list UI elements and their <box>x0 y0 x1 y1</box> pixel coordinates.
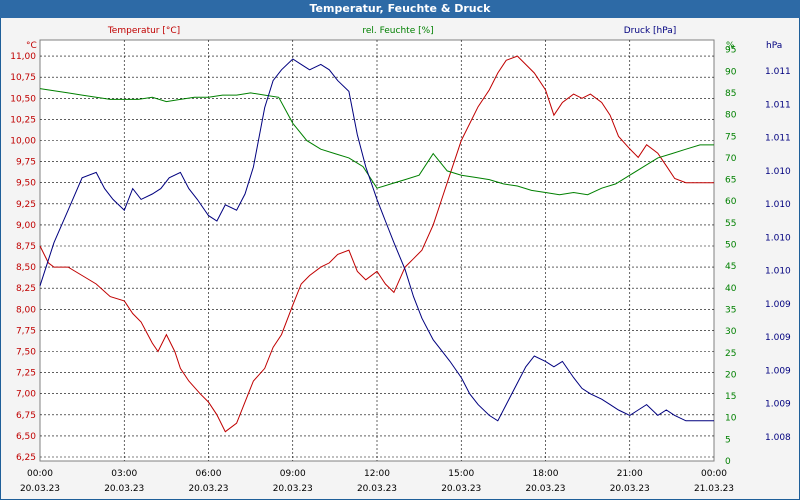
time-tick-label: 18:00 <box>533 469 559 479</box>
temperature-line <box>39 55 714 433</box>
humidity-tick-label: 95 <box>725 46 736 56</box>
pressure-tick-label: 1.010 <box>765 267 791 277</box>
humidity-tick-label: 30 <box>725 327 737 337</box>
time-tick-label: 21:00 <box>617 469 643 479</box>
pressure-axis-ticks: 1.008 1.009 1.009 1.009 1.009 1.010 1.010 1.010… <box>765 67 791 443</box>
legend-temperature: Temperatur [°C] <box>107 26 180 36</box>
date-tick-label: 21.03.23 <box>694 484 734 494</box>
humidity-tick-label: 80 <box>725 111 737 121</box>
time-tick-label: 06:00 <box>196 469 222 479</box>
humidity-tick-label: 70 <box>725 154 737 164</box>
pressure-line <box>39 58 714 422</box>
date-tick-label: 20.03.23 <box>20 484 60 494</box>
temperature-tick-label: 10,50 <box>10 94 36 104</box>
date-tick-label: 20.03.23 <box>273 484 313 494</box>
humidity-tick-label: 50 <box>725 241 737 251</box>
temperature-tick-label: 8,25 <box>16 284 36 294</box>
pressure-tick-label: 1.010 <box>765 167 791 177</box>
date-tick-label: 20.03.23 <box>525 484 565 494</box>
temperature-tick-label: 8,50 <box>16 263 36 273</box>
pressure-tick-label: 1.009 <box>765 333 791 343</box>
pressure-tick-label: 1.011 <box>765 67 791 77</box>
pressure-tick-label: 1.011 <box>765 134 791 144</box>
pressure-tick-label: 1.010 <box>765 233 791 243</box>
humidity-tick-label: 0 <box>725 457 731 467</box>
humidity-tick-label: 90 <box>725 67 737 77</box>
time-axis-ticks: 00:00 20.03.23 03:00 20.03.23 06:00 20.03.23 0… <box>20 469 734 494</box>
date-tick-label: 20.03.23 <box>610 484 650 494</box>
humidity-axis-ticks: 0 5 10 15 20 25 30 35 40 45 50 55 60 65 70 75 80 85 90 95 <box>725 46 737 467</box>
humidity-tick-label: 85 <box>725 89 736 99</box>
humidity-tick-label: 5 <box>725 435 731 445</box>
plot-area <box>39 39 715 462</box>
temperature-tick-label: 11,00 <box>10 52 36 62</box>
temperature-tick-label: 9,75 <box>16 158 36 168</box>
temperature-axis-unit: °C <box>26 41 37 51</box>
humidity-tick-label: 40 <box>725 284 737 294</box>
temperature-tick-label: 9,25 <box>16 200 36 210</box>
temperature-tick-label: 10,25 <box>10 115 36 125</box>
temperature-tick-label: 7,50 <box>16 348 36 358</box>
pressure-tick-label: 1.009 <box>765 300 791 310</box>
pressure-tick-label: 1.009 <box>765 400 791 410</box>
pressure-axis-unit: hPa <box>766 41 782 51</box>
humidity-axis-unit: % <box>726 41 735 51</box>
pressure-tick-label: 1.009 <box>765 366 791 376</box>
pressure-tick-label: 1.010 <box>765 200 791 210</box>
date-tick-label: 20.03.23 <box>357 484 397 494</box>
date-tick-label: 20.03.23 <box>188 484 228 494</box>
temperature-tick-label: 9,00 <box>16 221 36 231</box>
temperature-tick-label: 7,00 <box>16 390 36 400</box>
humidity-tick-label: 65 <box>725 176 736 186</box>
date-tick-label: 20.03.23 <box>104 484 144 494</box>
temperature-tick-label: 8,75 <box>16 242 36 252</box>
time-tick-label: 00:00 <box>701 469 727 479</box>
time-tick-label: 00:00 <box>27 469 53 479</box>
grid <box>40 40 714 461</box>
humidity-tick-label: 60 <box>725 197 737 207</box>
temperature-axis-ticks: 6,25 6,50 6,75 7,00 7,25 7,50 7,75 8,00 8,25 8,50… <box>10 52 36 463</box>
humidity-tick-label: 25 <box>725 349 736 359</box>
window-title: Temperatur, Feuchte & Druck <box>0 0 800 18</box>
legend-pressure: Druck [hPa] <box>624 26 677 36</box>
temperature-tick-label: 10,75 <box>10 73 36 83</box>
time-tick-label: 12:00 <box>364 469 390 479</box>
temperature-tick-label: 6,25 <box>16 453 36 463</box>
humidity-tick-label: 10 <box>725 414 737 424</box>
temperature-tick-label: 10,00 <box>10 137 36 147</box>
humidity-tick-label: 55 <box>725 219 736 229</box>
pressure-tick-label: 1.011 <box>765 100 791 110</box>
legend-humidity: rel. Feuchte [%] <box>362 26 433 36</box>
series-lines <box>39 55 714 433</box>
temperature-tick-label: 6,50 <box>16 432 36 442</box>
pressure-tick-label: 1.008 <box>765 433 791 443</box>
humidity-line <box>39 88 714 196</box>
temperature-tick-label: 8,00 <box>16 305 36 315</box>
humidity-tick-label: 35 <box>725 305 736 315</box>
humidity-tick-label: 15 <box>725 392 736 402</box>
time-tick-label: 15:00 <box>448 469 474 479</box>
temperature-tick-label: 9,50 <box>16 179 36 189</box>
humidity-tick-label: 75 <box>725 132 736 142</box>
temperature-tick-label: 6,75 <box>16 411 36 421</box>
temperature-tick-label: 7,25 <box>16 369 36 379</box>
time-tick-label: 03:00 <box>111 469 137 479</box>
humidity-tick-label: 20 <box>725 370 737 380</box>
humidity-tick-label: 45 <box>725 262 736 272</box>
date-tick-label: 20.03.23 <box>441 484 481 494</box>
temperature-tick-label: 7,75 <box>16 326 36 336</box>
time-tick-label: 09:00 <box>280 469 306 479</box>
